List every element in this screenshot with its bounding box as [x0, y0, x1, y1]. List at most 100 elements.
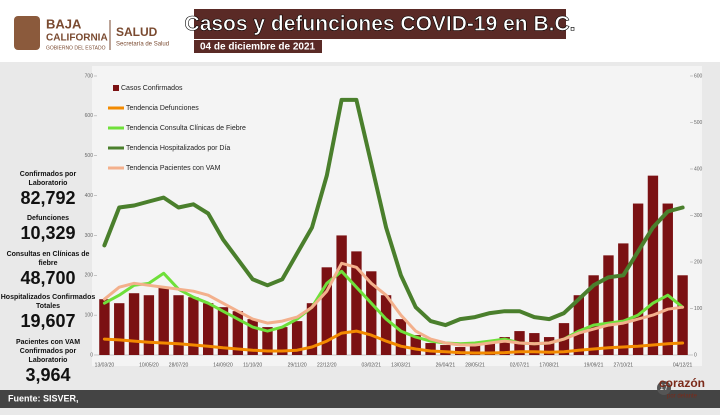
- stat-label: Hospitalizados Confirmados Totales: [0, 294, 96, 310]
- x-tick-label: 11/10/20: [243, 362, 262, 368]
- bar: [395, 319, 407, 355]
- stat-label: Pacientes con VAM Confirmados por Labora…: [15, 339, 81, 364]
- y2-tick-label: 100: [694, 306, 703, 312]
- x-tick-label: 28/07/20: [169, 362, 189, 368]
- bar: [455, 347, 466, 355]
- bar: [410, 335, 421, 355]
- y-tick-label: 0: [90, 352, 93, 358]
- bar: [336, 235, 347, 355]
- bar: [321, 267, 332, 355]
- bar: [573, 295, 585, 355]
- x-tick-label: 22/12/20: [317, 362, 337, 368]
- logo-text: GOBIERNO DEL ESTADO: [46, 45, 106, 51]
- x-tick-label: 26/04/21: [436, 362, 456, 368]
- y2-tick-label: 500: [694, 120, 703, 126]
- stat: Pacientes con VAM Confirmados por Labora…: [0, 338, 96, 385]
- y-tick-label: 300: [85, 233, 94, 239]
- stat: Consultas en Clínicas de fiebre 48,700: [0, 250, 96, 288]
- brand-sub: por delante: [667, 394, 698, 400]
- x-tick-label: 27/10/21: [614, 362, 634, 368]
- bar: [588, 275, 599, 355]
- legend-label: Casos Confirmados: [121, 85, 183, 92]
- y-tick-label: 400: [85, 193, 94, 199]
- footer-bar: [0, 390, 720, 408]
- y-tick-label: 700: [85, 73, 94, 79]
- y2-tick-label: 0: [694, 352, 697, 358]
- legend-label: Tendencia Hospitalizados por Día: [126, 145, 230, 152]
- y2-tick-label: 200: [694, 259, 703, 265]
- bar: [425, 343, 436, 355]
- stat-label: Defunciones: [26, 215, 69, 222]
- bar: [247, 319, 258, 355]
- bar: [158, 287, 169, 355]
- bar: [543, 337, 555, 355]
- dept: SALUD: [116, 25, 158, 39]
- source: Fuente: SISVER,: [8, 393, 79, 403]
- stat-value: 48,700: [20, 268, 76, 288]
- bar: [202, 303, 214, 355]
- y-tick-label: 200: [85, 273, 94, 279]
- stat-value: 82,792: [20, 188, 76, 208]
- bar: [262, 327, 273, 355]
- stat: Defunciones 10,329: [0, 214, 96, 243]
- stat-value: 3,964: [25, 365, 71, 385]
- bar: [114, 303, 125, 355]
- bar: [217, 307, 229, 355]
- bar: [291, 321, 303, 355]
- line: [102, 329, 685, 355]
- bar: [366, 271, 377, 355]
- logo-shield: [14, 16, 40, 50]
- stat-value: 10,329: [20, 223, 76, 243]
- dept-sub: Secretaría de Salud: [116, 42, 169, 48]
- stat-label: Confirmados por Laboratorio: [19, 171, 77, 187]
- bar: [128, 293, 140, 355]
- bar: [484, 341, 496, 355]
- bar: [143, 295, 155, 355]
- page-number: 17: [660, 383, 669, 392]
- x-tick-label: 13/03/21: [391, 362, 411, 368]
- bar: [351, 251, 362, 355]
- x-tick-label: 28/05/21: [465, 362, 485, 368]
- brand: corazón: [659, 376, 705, 390]
- x-tick-label: 03/02/21: [362, 362, 382, 368]
- y2-tick-label: 600: [694, 73, 703, 79]
- logo-text: CALIFORNIA: [46, 33, 108, 44]
- bar: [618, 243, 629, 355]
- subtitle-banner: [194, 40, 322, 53]
- x-tick-label: 13/03/20: [95, 362, 115, 368]
- line: [102, 269, 685, 346]
- bar: [306, 303, 318, 355]
- x-tick-label: 29/11/20: [288, 362, 307, 368]
- bar: [647, 175, 659, 355]
- bar: [677, 275, 688, 355]
- y2-tick-label: 400: [694, 166, 703, 172]
- line: [102, 261, 685, 347]
- stat-label: Consultas en Clínicas de fiebre: [6, 251, 90, 267]
- title-banner: [194, 9, 566, 39]
- bar: [662, 203, 673, 355]
- x-tick-label: 04/12/21: [673, 362, 693, 368]
- line: [102, 97, 685, 328]
- bar: [632, 203, 644, 355]
- y-tick-label: 600: [85, 113, 94, 119]
- stat: Confirmados por Laboratorio 82,792: [0, 170, 96, 208]
- y-tick-label: 100: [85, 312, 94, 318]
- legend-label: Tendencia Consulta Clínicas de Fiebre: [126, 125, 246, 132]
- logo-text: BAJA: [46, 16, 82, 31]
- bar: [277, 327, 288, 355]
- y-tick-label: 500: [85, 153, 94, 159]
- chart-title: Casos y defunciones COVID-19 en B.C.: [185, 13, 576, 36]
- stat-value: 19,607: [20, 311, 76, 331]
- legend-label: Tendencia Defunciones: [126, 105, 199, 112]
- x-tick-label: 17/08/21: [539, 362, 559, 368]
- x-tick-label: 19/09/21: [584, 362, 604, 368]
- bar: [499, 337, 510, 355]
- bar: [380, 295, 392, 355]
- legend-swatch: [113, 85, 119, 91]
- bar: [469, 345, 481, 355]
- bar: [440, 345, 451, 355]
- bar: [173, 295, 184, 355]
- page-badge: [657, 381, 671, 395]
